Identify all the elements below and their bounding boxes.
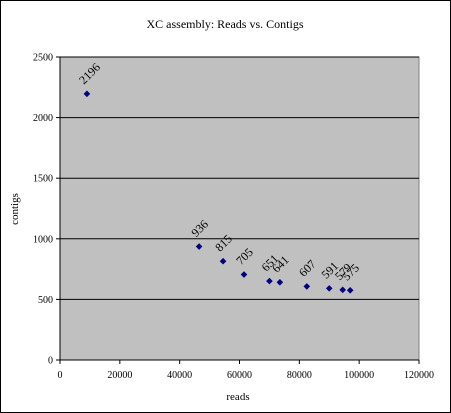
data-point [303, 283, 311, 290]
data-point [195, 243, 203, 250]
x-tick-label: 100000 [344, 370, 374, 381]
x-tick-label: 40000 [167, 370, 192, 381]
data-points [83, 90, 354, 294]
y-tick-label: 2500 [33, 53, 53, 64]
y-tick-labels: 0 500 1000 1500 2000 2500 [33, 53, 53, 367]
y-tick-label: 500 [38, 295, 53, 306]
data-point [325, 285, 333, 292]
y-tick-label: 1500 [33, 174, 53, 185]
data-point [346, 287, 354, 294]
y-tick-label: 0 [48, 356, 53, 367]
x-tick-label: 20000 [107, 370, 132, 381]
y-axis-label: contigs [9, 193, 21, 225]
x-tick-label: 120000 [404, 370, 434, 381]
chart-title: XC assembly: Reads vs. Contigs [146, 17, 303, 31]
gridlines [60, 56, 419, 300]
y-tick-label: 1000 [33, 234, 53, 245]
x-tick-labels: 0 20000 40000 60000 80000 100000 120000 [58, 370, 435, 381]
y-tick-label: 2000 [33, 113, 53, 124]
data-point [276, 279, 284, 286]
x-tick-label: 80000 [287, 370, 312, 381]
data-point [339, 286, 347, 294]
plot-area [59, 56, 420, 361]
x-tick-label: 60000 [227, 370, 252, 381]
data-point [240, 271, 248, 278]
x-axis-label: reads [226, 391, 249, 403]
data-point [266, 277, 273, 285]
data-point [83, 90, 91, 98]
x-tick-label: 0 [58, 370, 63, 381]
data-point [219, 257, 227, 265]
axes [56, 56, 420, 364]
